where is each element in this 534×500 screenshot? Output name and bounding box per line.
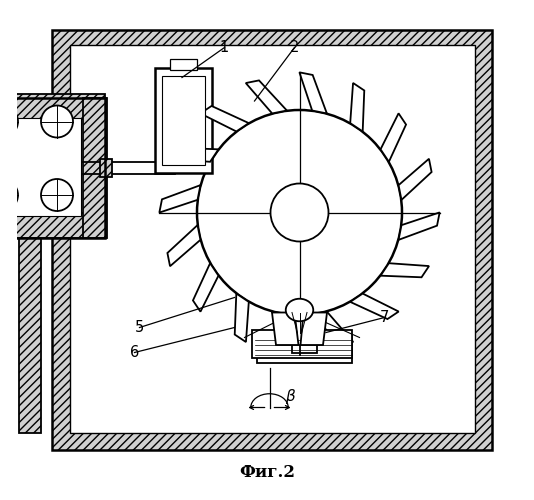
Text: Фиг.2: Фиг.2 [239, 464, 295, 481]
Polygon shape [398, 159, 431, 200]
Circle shape [0, 106, 18, 138]
Polygon shape [200, 106, 249, 132]
Bar [0, 214, 105, 238]
Bar [252, 330, 352, 357]
Text: $\beta$: $\beta$ [285, 387, 296, 406]
Bar [257, 335, 352, 362]
Polygon shape [350, 83, 364, 132]
Polygon shape [167, 225, 200, 266]
Circle shape [41, 179, 73, 211]
Text: 2: 2 [290, 40, 299, 55]
Polygon shape [381, 114, 406, 162]
Text: 6: 6 [130, 345, 139, 360]
Bar [169, 59, 197, 70]
Polygon shape [235, 294, 249, 342]
Polygon shape [300, 72, 327, 114]
Bar [161, 76, 205, 164]
Text: 1: 1 [220, 40, 229, 55]
Bar [292, 312, 317, 352]
Circle shape [197, 110, 402, 315]
Polygon shape [381, 263, 429, 278]
Polygon shape [301, 312, 327, 345]
Polygon shape [159, 185, 200, 212]
Polygon shape [350, 294, 399, 319]
Circle shape [41, 106, 73, 138]
Bar [0, 98, 105, 237]
Polygon shape [170, 148, 218, 162]
Polygon shape [312, 312, 353, 344]
Ellipse shape [286, 298, 313, 322]
Text: 5: 5 [135, 320, 144, 335]
Bar [69, 45, 475, 432]
Polygon shape [398, 212, 439, 240]
Bar [154, 68, 212, 172]
Bar [0, 94, 105, 118]
Bar [83, 98, 107, 237]
Bar [19, 238, 41, 432]
Polygon shape [193, 263, 218, 312]
Polygon shape [272, 312, 300, 352]
Polygon shape [272, 312, 299, 345]
Text: 7: 7 [380, 310, 389, 325]
Circle shape [0, 179, 18, 211]
Bar [52, 30, 492, 450]
Bar [0, 118, 81, 216]
Bar [99, 158, 112, 176]
Circle shape [271, 184, 328, 242]
Polygon shape [246, 80, 287, 114]
